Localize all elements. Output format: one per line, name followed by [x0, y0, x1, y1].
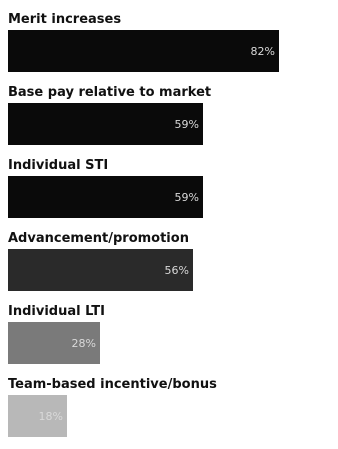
value-label: 56% — [165, 264, 189, 277]
category-label: Advancement/promotion — [8, 231, 189, 246]
value-label: 82% — [251, 45, 275, 58]
bar — [8, 322, 100, 364]
value-label: 59% — [175, 191, 199, 204]
value-label: 18% — [39, 410, 63, 423]
bar — [8, 30, 279, 72]
bar — [8, 395, 67, 437]
category-label: Individual STI — [8, 158, 108, 173]
category-label: Base pay relative to market — [8, 85, 211, 100]
value-label: 28% — [72, 337, 96, 350]
category-label: Individual LTI — [8, 304, 105, 319]
bar — [8, 176, 203, 218]
bar — [8, 103, 203, 145]
value-label: 59% — [175, 118, 199, 131]
chart-rows: Merit increases 82% Base pay relative to m… — [8, 12, 279, 437]
category-label: Team-based incentive/bonus — [8, 377, 217, 392]
bar — [8, 249, 193, 291]
category-label: Merit increases — [8, 12, 121, 27]
